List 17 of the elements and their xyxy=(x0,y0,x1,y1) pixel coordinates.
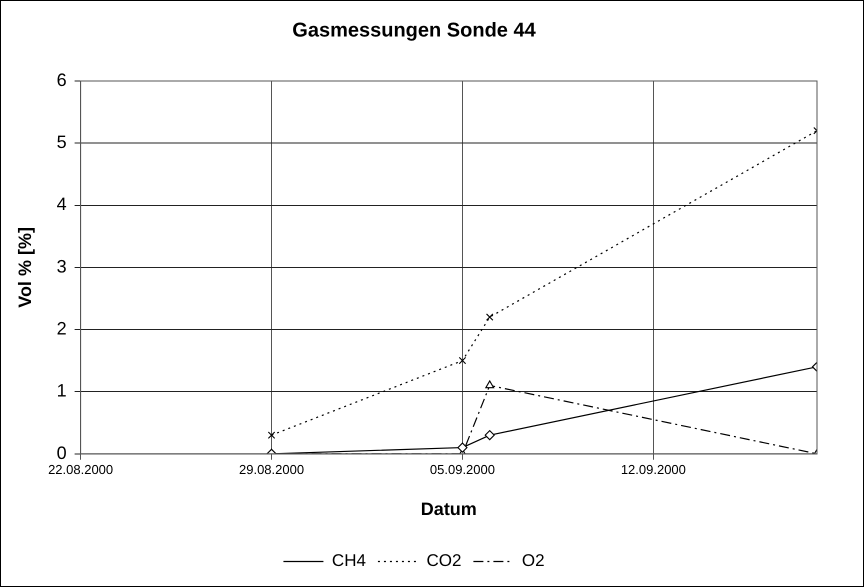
legend-label: O2 xyxy=(522,551,545,570)
y-tick-label: 4 xyxy=(56,194,67,214)
y-tick-label: 6 xyxy=(56,70,67,90)
y-tick-label: 3 xyxy=(56,256,67,276)
x-tick-label: 05.09.2000 xyxy=(430,462,495,478)
x-tick-label: 12.09.2000 xyxy=(620,462,686,478)
x-axis-title: Datum xyxy=(420,499,477,520)
y-tick-label: 2 xyxy=(56,318,67,338)
y-axis-title: Vol % [%] xyxy=(14,227,35,308)
y-tick-label: 5 xyxy=(56,132,67,152)
chart-title: Gasmessungen Sonde 44 xyxy=(292,20,537,42)
x-tick-label: 29.08.2000 xyxy=(238,462,304,478)
legend-label: CH4 xyxy=(332,551,366,570)
legend-label: CO2 xyxy=(426,551,462,570)
x-tick-label: 22.08.2000 xyxy=(48,462,114,478)
y-tick-label: 0 xyxy=(56,442,67,463)
y-tick-label: 1 xyxy=(56,380,67,401)
